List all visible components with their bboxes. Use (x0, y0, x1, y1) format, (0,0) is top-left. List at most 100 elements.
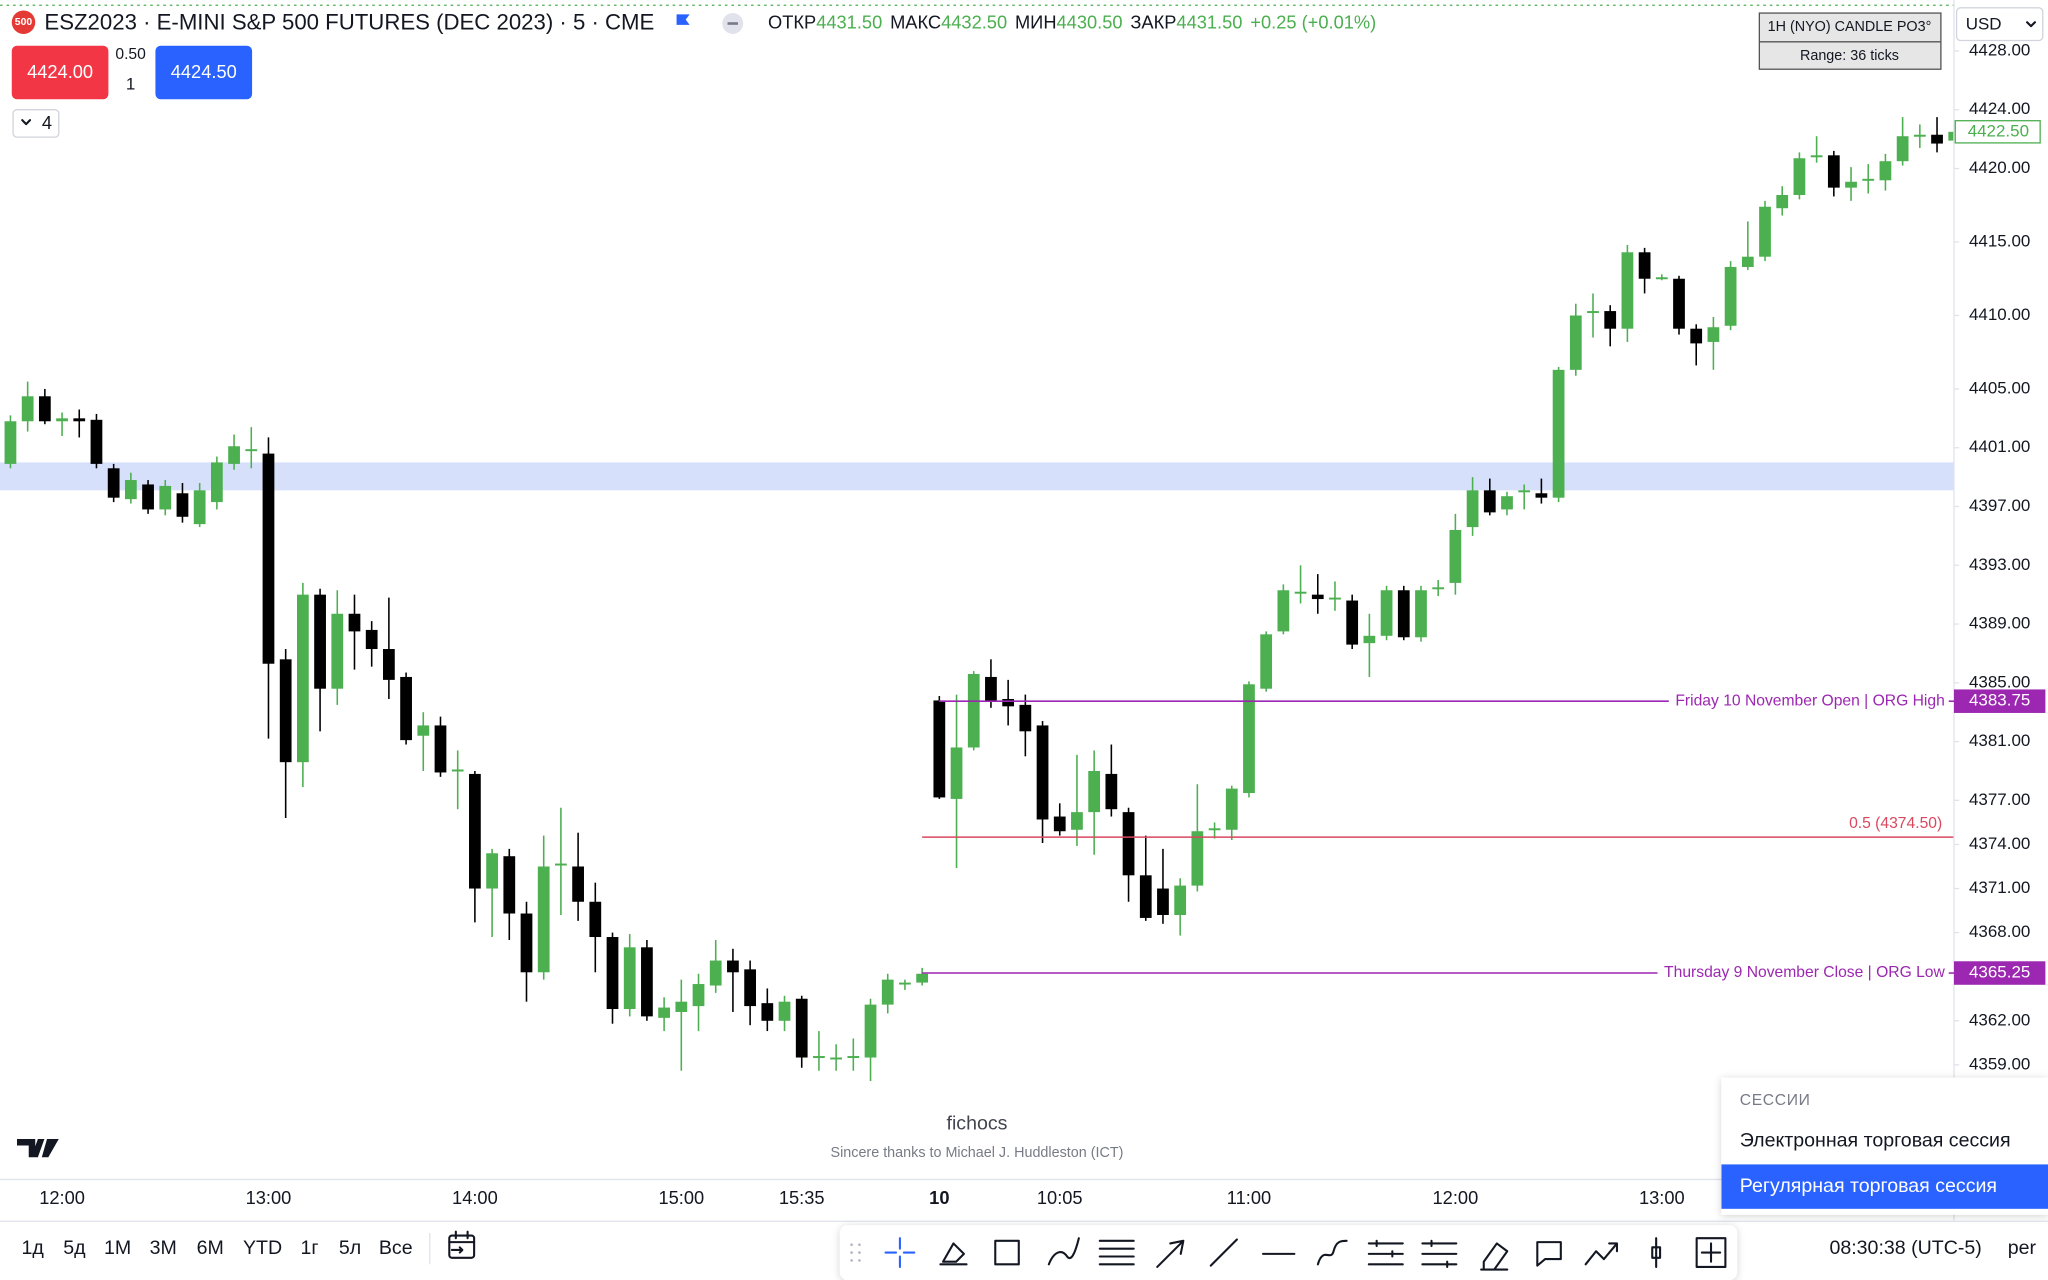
x-tick-label: 15:00 (658, 1187, 704, 1208)
status-dash (727, 22, 738, 25)
info-box-range: Range: 36 ticks (1800, 48, 1899, 64)
candle-body (761, 1003, 774, 1021)
timeframe-button[interactable]: 5д (63, 1237, 86, 1259)
symbol-title[interactable]: ESZ2023 · E-MINI S&P 500 FUTURES (DEC 20… (44, 9, 654, 34)
regression-icon[interactable] (1421, 1239, 1458, 1268)
buy-button[interactable] (155, 45, 253, 100)
sell-button[interactable] (11, 45, 109, 100)
candle-body (1793, 158, 1806, 195)
candle-body (279, 659, 292, 763)
candle-body (1621, 252, 1634, 329)
timeframe-button[interactable]: 3М (150, 1237, 177, 1259)
price-axis: 4428.00 4424.00 4420.00 4415.00 4410.00 4405.… (1953, 40, 2046, 1073)
candle-body (1535, 493, 1548, 498)
scale-mode[interactable]: per (2008, 1237, 2037, 1259)
symbol-badge-text: 500 (15, 17, 33, 28)
menu-item[interactable]: Электронная торговая сессия (1740, 1130, 2011, 1152)
x-tick-label: 15:35 (779, 1187, 825, 1208)
y-tick-label: 4389.00 (1969, 614, 2030, 633)
candle-body (1243, 684, 1255, 794)
brush-icon[interactable] (1047, 1237, 1080, 1266)
callout-icon[interactable] (1536, 1241, 1562, 1267)
candle-body (503, 856, 516, 914)
arrow-icon[interactable] (1156, 1239, 1185, 1268)
candle-body (1845, 181, 1857, 188)
candle-body (400, 676, 412, 741)
x-tick-label: 10 (929, 1187, 949, 1208)
y-tick-label: 4385.00 (1969, 672, 2030, 691)
candle-body (1260, 634, 1273, 689)
timeframe-button[interactable]: 1М (104, 1237, 131, 1259)
grip-icon[interactable] (850, 1243, 861, 1262)
candle-body (1552, 369, 1565, 498)
crosshair-icon[interactable] (884, 1237, 916, 1268)
forecast-icon[interactable] (1584, 1242, 1619, 1266)
candle-body (1415, 590, 1427, 638)
candle-body (623, 947, 636, 1010)
zone (0, 462, 1954, 491)
candle-body (985, 676, 997, 702)
curve-icon[interactable] (1316, 1239, 1348, 1266)
timeframe-button[interactable]: 1г (301, 1237, 319, 1259)
drawing-toolbar (839, 1225, 1738, 1280)
goto-date-icon[interactable] (448, 1230, 476, 1259)
candle-body (1638, 252, 1651, 279)
candle-body (555, 863, 567, 866)
quantity[interactable]: 1 (126, 74, 135, 93)
candle-body (1759, 206, 1771, 257)
candle-body (56, 418, 68, 422)
sell-price[interactable]: 4424.00 (27, 61, 93, 82)
candle-body (606, 937, 619, 1010)
measure-icon[interactable] (1695, 1237, 1727, 1268)
buy-price[interactable]: 4424.50 (171, 61, 237, 82)
highlighter-icon[interactable] (939, 1242, 968, 1266)
tv-logo[interactable] (16, 1138, 59, 1158)
candle-body (1294, 591, 1307, 594)
candle-body (228, 446, 240, 464)
timeframe-button[interactable]: Все (379, 1237, 413, 1259)
candle-body (1311, 594, 1324, 600)
x-tick-label: 10:05 (1037, 1187, 1083, 1208)
menu-item[interactable]: Регулярная торговая сессия (1740, 1175, 1997, 1197)
candle-body (1174, 885, 1187, 915)
candle-body (1931, 134, 1943, 144)
info-box-title: 1H (NYO) CANDLE PO3° (1768, 19, 1932, 35)
timeframe-button[interactable]: 5л (339, 1237, 361, 1259)
chevron-icon[interactable] (21, 119, 32, 126)
parallel-channel-icon[interactable] (1367, 1239, 1404, 1266)
flag-icon[interactable] (676, 14, 690, 25)
timeframe-button[interactable]: 6М (197, 1237, 224, 1259)
rectangle-icon[interactable] (994, 1239, 1020, 1266)
level-label: Thursday 9 November Close | ORG Low (1664, 964, 1945, 981)
currency[interactable]: USD (1966, 14, 2002, 33)
candle-body (1157, 888, 1169, 915)
candle-body (1225, 788, 1238, 830)
candle-body (1139, 875, 1152, 918)
trendline-icon[interactable] (1209, 1238, 1238, 1267)
candle-body (692, 984, 705, 1007)
symbol-badge (11, 10, 36, 34)
y-tick-label: 4424.00 (1969, 99, 2030, 118)
y-tick-label: 4405.00 (1969, 378, 2030, 397)
candle-body (1363, 635, 1376, 644)
menu-item-highlight[interactable] (1721, 1164, 2048, 1209)
eraser-icon[interactable] (1480, 1242, 1509, 1271)
y-tick-label: 4359.00 (1969, 1054, 2030, 1073)
candle-body (1724, 266, 1737, 326)
ohlc-legend: ОТКР 4431.50 МАКС 4432.50 МИН 4430.50 ЗАКР 4431… (768, 11, 1376, 32)
level-label: Friday 10 November Open | ORG High (1675, 692, 1944, 709)
y-tick-label: 4381.00 (1969, 731, 2030, 750)
candle-body (572, 866, 584, 902)
candle-body (727, 960, 739, 973)
indicators-count[interactable]: 4 (42, 112, 52, 133)
timeframe-button[interactable]: 1д (21, 1237, 44, 1259)
candle-body (262, 453, 275, 664)
bar-pattern-icon[interactable] (1651, 1237, 1662, 1268)
candle-body (245, 449, 258, 452)
candle-body (469, 773, 481, 889)
currency-select[interactable] (1955, 7, 2044, 42)
currency-chevron[interactable] (2026, 21, 2036, 28)
indicators-toggle[interactable] (12, 109, 60, 138)
fib-icon[interactable] (1098, 1239, 1135, 1266)
timeframe-button[interactable]: YTD (243, 1237, 282, 1259)
